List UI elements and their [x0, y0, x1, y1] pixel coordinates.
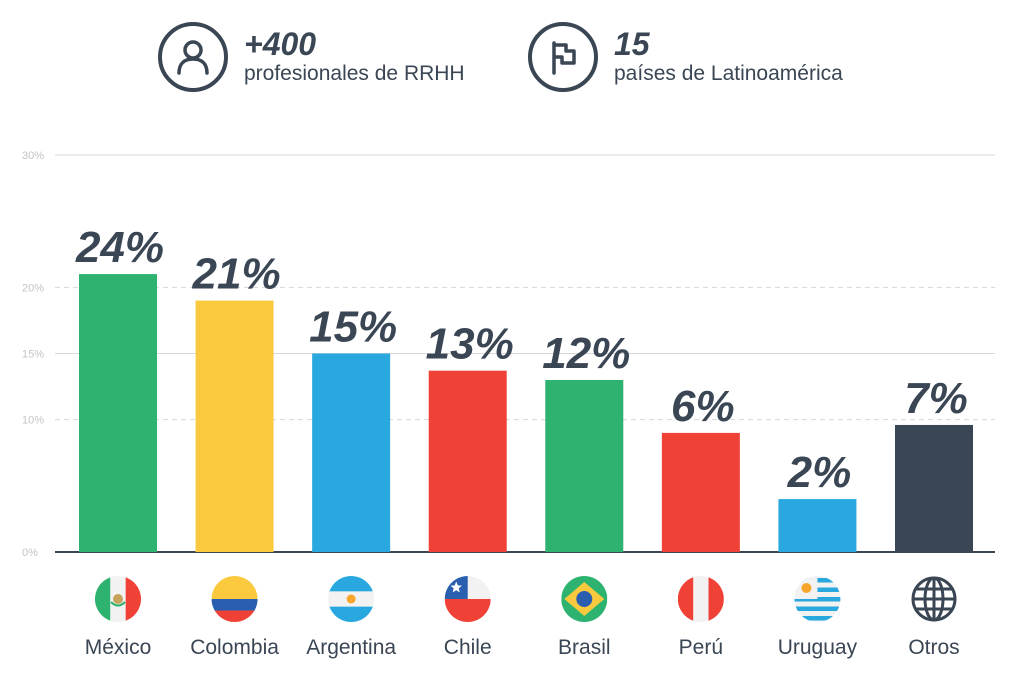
bar: [195, 300, 274, 552]
bar: [312, 353, 391, 552]
chile-flag-icon: [444, 576, 491, 622]
category-label: Chile: [444, 636, 492, 659]
flag-icon: [528, 22, 598, 92]
y-tick-label: 20%: [22, 282, 44, 294]
bar-value-label: 12%: [542, 329, 630, 378]
stat-label: profesionales de RRHH: [244, 62, 465, 85]
argentina-flag-icon: [328, 576, 375, 622]
bar-value-label: 13%: [426, 320, 514, 369]
y-tick-label: 10%: [22, 415, 44, 427]
bar-value-label: 21%: [192, 250, 281, 299]
category-label: Colombia: [190, 636, 279, 659]
category-label: Perú: [679, 636, 723, 659]
bar: [778, 499, 857, 552]
bar-value-label: 24%: [75, 223, 164, 272]
colombia-flag-icon: [211, 576, 258, 622]
stat-value: 15: [614, 26, 650, 62]
peru-flag-icon: [677, 576, 724, 622]
uruguay-flag-icon: [794, 576, 841, 622]
category-label: Argentina: [306, 636, 396, 659]
bar: [661, 432, 740, 552]
bar-value-label: 6%: [671, 382, 735, 431]
brazil-flag-icon: [561, 576, 608, 622]
bar: [545, 379, 624, 552]
category-label: Uruguay: [778, 636, 858, 659]
stat-value: +400: [244, 26, 317, 62]
globe-icon: [911, 576, 957, 622]
mexico-flag-icon: [95, 576, 141, 622]
y-tick-label: 0%: [22, 547, 38, 559]
bar: [428, 370, 507, 552]
category-label: Otros: [908, 636, 959, 659]
bar-value-label: 15%: [309, 303, 397, 352]
bar-value-label: 2%: [787, 448, 852, 497]
category-label: Brasil: [558, 636, 611, 659]
category-label: México: [85, 636, 152, 659]
stat-professionals: +400 profesionales de RRHH: [158, 22, 465, 92]
stat-label: países de Latinoamérica: [614, 62, 843, 85]
y-tick-label: 30%: [22, 150, 44, 162]
user-icon: [158, 22, 228, 92]
bar-value-label: 7%: [904, 374, 968, 423]
bar: [895, 424, 973, 552]
bar: [79, 274, 157, 552]
y-tick-label: 15%: [22, 349, 44, 361]
stat-countries: 15 países de Latinoamérica: [528, 22, 843, 92]
